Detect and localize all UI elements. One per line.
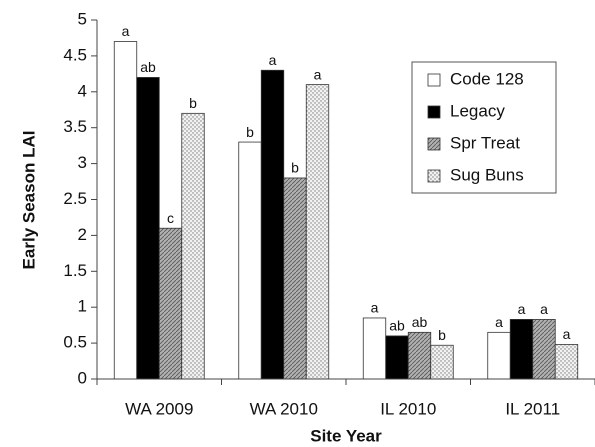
bar [305, 84, 330, 380]
bar-letter: b [189, 95, 197, 111]
y-tick-label: 4.5 [63, 45, 87, 64]
y-axis-title: Early Season LAI [19, 131, 38, 270]
y-tick-label: 0 [78, 368, 87, 387]
bar [181, 112, 205, 380]
bar-letter: a [314, 66, 322, 82]
legend-label: Sug Buns [450, 165, 524, 184]
bar [362, 317, 387, 380]
bar-letter: ab [140, 59, 156, 75]
bar [430, 344, 454, 380]
bar [158, 227, 183, 380]
bar [385, 335, 409, 380]
bar [487, 331, 511, 380]
bar [238, 141, 262, 380]
bar-letter: a [563, 326, 571, 342]
bar [260, 69, 285, 380]
bar-letter: ab [412, 314, 428, 330]
y-tick-label: 2.5 [63, 189, 87, 208]
x-tick-label: WA 2009 [125, 399, 193, 418]
bar-letter: a [269, 52, 277, 68]
bar-letter: b [438, 327, 446, 343]
bar-letter: a [122, 23, 130, 39]
bar-letter: b [291, 160, 299, 176]
x-tick-label: WA 2010 [250, 399, 318, 418]
x-tick-label: IL 2011 [505, 399, 560, 418]
x-axis-title: Site Year [310, 426, 382, 445]
y-tick-label: 3 [78, 153, 87, 172]
bar-letter: ab [389, 318, 405, 334]
y-tick-label: 4 [78, 81, 87, 100]
bar [509, 319, 534, 380]
legend-swatch [427, 73, 441, 87]
bar-letter: c [167, 210, 174, 226]
y-tick-label: 1.5 [63, 261, 87, 280]
legend-label: Spr Treat [450, 133, 520, 152]
bar [554, 344, 579, 380]
x-tick-label: IL 2010 [380, 399, 436, 418]
legend-swatch [427, 105, 441, 119]
bar [283, 177, 307, 380]
bar-letter: a [495, 314, 503, 330]
bar-letter: a [371, 300, 379, 316]
bar [136, 77, 160, 380]
legend-label: Legacy [450, 101, 505, 120]
y-tick-label: 3.5 [63, 117, 87, 136]
bar [113, 41, 138, 380]
legend-label: Code 128 [450, 69, 524, 88]
bar-letter: a [518, 301, 526, 317]
y-tick-label: 2 [78, 225, 87, 244]
bar [532, 319, 556, 380]
y-tick-label: 0.5 [63, 333, 87, 352]
bar-letter: b [246, 124, 254, 140]
legend-swatch [427, 137, 441, 151]
y-tick-label: 5 [78, 9, 87, 28]
bar-letter: a [540, 301, 548, 317]
legend-swatch [427, 169, 441, 183]
y-tick-label: 1 [78, 297, 87, 316]
bar [407, 331, 432, 380]
